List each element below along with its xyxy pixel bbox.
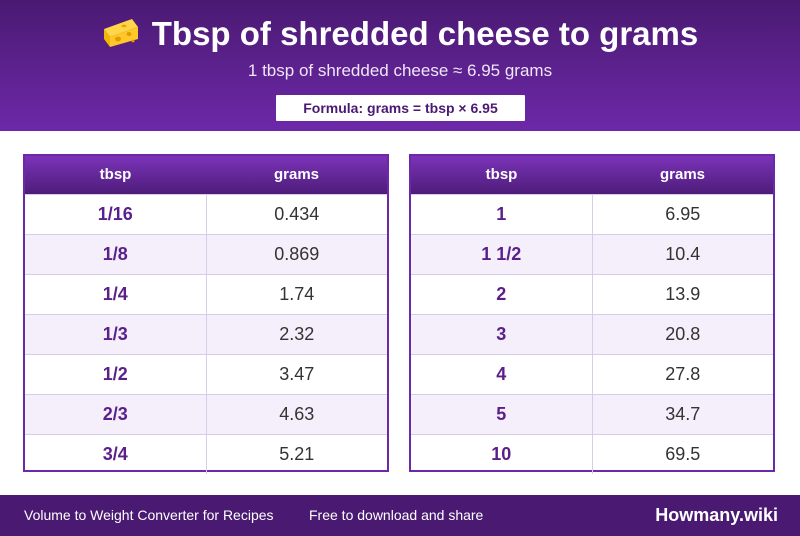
footer-description: Volume to Weight Converter for Recipes	[24, 507, 274, 523]
column-header-grams: grams	[659, 166, 706, 183]
table-row: 1/16 0.434	[25, 194, 387, 234]
grams-cell: 10.4	[665, 244, 701, 264]
grams-cell: 69.5	[665, 444, 701, 464]
tbsp-cell: 1/2	[25, 355, 207, 394]
table-row: 5 34.7	[411, 394, 773, 434]
tbsp-cell: 1 1/2	[411, 235, 593, 274]
tbsp-cell: 1/4	[25, 275, 207, 314]
table-row: 1 6.95	[411, 194, 773, 234]
column-header-tbsp: tbsp	[485, 166, 518, 183]
grams-cell: 2.32	[279, 324, 315, 344]
table-row: 1/4 1.74	[25, 274, 387, 314]
formula-badge: Formula: grams = tbsp × 6.95	[276, 95, 525, 121]
table-row: 2/3 4.63	[25, 394, 387, 434]
tbsp-cell: 4	[411, 355, 593, 394]
tbsp-cell: 10	[411, 435, 593, 474]
tbsp-cell: 1	[411, 195, 593, 234]
tbsp-cell: 2/3	[25, 395, 207, 434]
tbsp-cell: 3	[411, 315, 593, 354]
column-header-grams: grams	[273, 166, 320, 183]
table-header: tbsp grams	[25, 156, 387, 194]
grams-cell: 6.95	[665, 204, 701, 224]
grams-cell: 5.21	[279, 444, 315, 464]
grams-cell: 1.74	[279, 284, 315, 304]
header: Tbsp of shredded cheese to grams 1 tbsp …	[0, 0, 800, 131]
title-text: Tbsp of shredded cheese to grams	[151, 15, 699, 52]
tbsp-cell: 3/4	[25, 435, 207, 474]
tbsp-cell: 1/3	[25, 315, 207, 354]
grams-cell: 13.9	[665, 284, 701, 304]
footer: Volume to Weight Converter for Recipes F…	[0, 495, 800, 536]
column-header-tbsp: tbsp	[99, 166, 132, 183]
table-row: 4 27.8	[411, 354, 773, 394]
table-row: 1 1/2 10.4	[411, 234, 773, 274]
grams-cell: 27.8	[665, 364, 701, 384]
subtitle: 1 tbsp of shredded cheese ≈ 6.95 grams	[247, 61, 553, 80]
table-row: 3 20.8	[411, 314, 773, 354]
brand-link[interactable]: Howmany.wiki	[655, 505, 778, 525]
conversion-table-left: tbsp grams 1/16 0.434 1/8 0.869 1/4 1.74…	[23, 154, 389, 474]
table-row: 1/8 0.869	[25, 234, 387, 274]
table-row: 1/3 2.32	[25, 314, 387, 354]
cheese-icon	[103, 19, 138, 47]
grams-cell: 4.63	[279, 404, 315, 424]
tbsp-cell: 2	[411, 275, 593, 314]
footer-share-note: Free to download and share	[309, 507, 484, 523]
table-row: 10 69.5	[411, 434, 773, 474]
tbsp-cell: 5	[411, 395, 593, 434]
grams-cell: 34.7	[665, 404, 701, 424]
conversion-table-right: tbsp grams 1 6.95 1 1/2 10.4 2 13.9 3 20…	[409, 154, 775, 474]
tbsp-cell: 1/16	[25, 195, 207, 234]
grams-cell: 3.47	[279, 364, 315, 384]
grams-cell: 20.8	[665, 324, 701, 344]
table-row: 1/2 3.47	[25, 354, 387, 394]
table-row: 3/4 5.21	[25, 434, 387, 474]
table-header: tbsp grams	[411, 156, 773, 194]
grams-cell: 0.434	[274, 204, 320, 224]
tbsp-cell: 1/8	[25, 235, 207, 274]
grams-cell: 0.869	[274, 244, 320, 264]
page-title: Tbsp of shredded cheese to grams	[0, 14, 800, 54]
table-row: 2 13.9	[411, 274, 773, 314]
